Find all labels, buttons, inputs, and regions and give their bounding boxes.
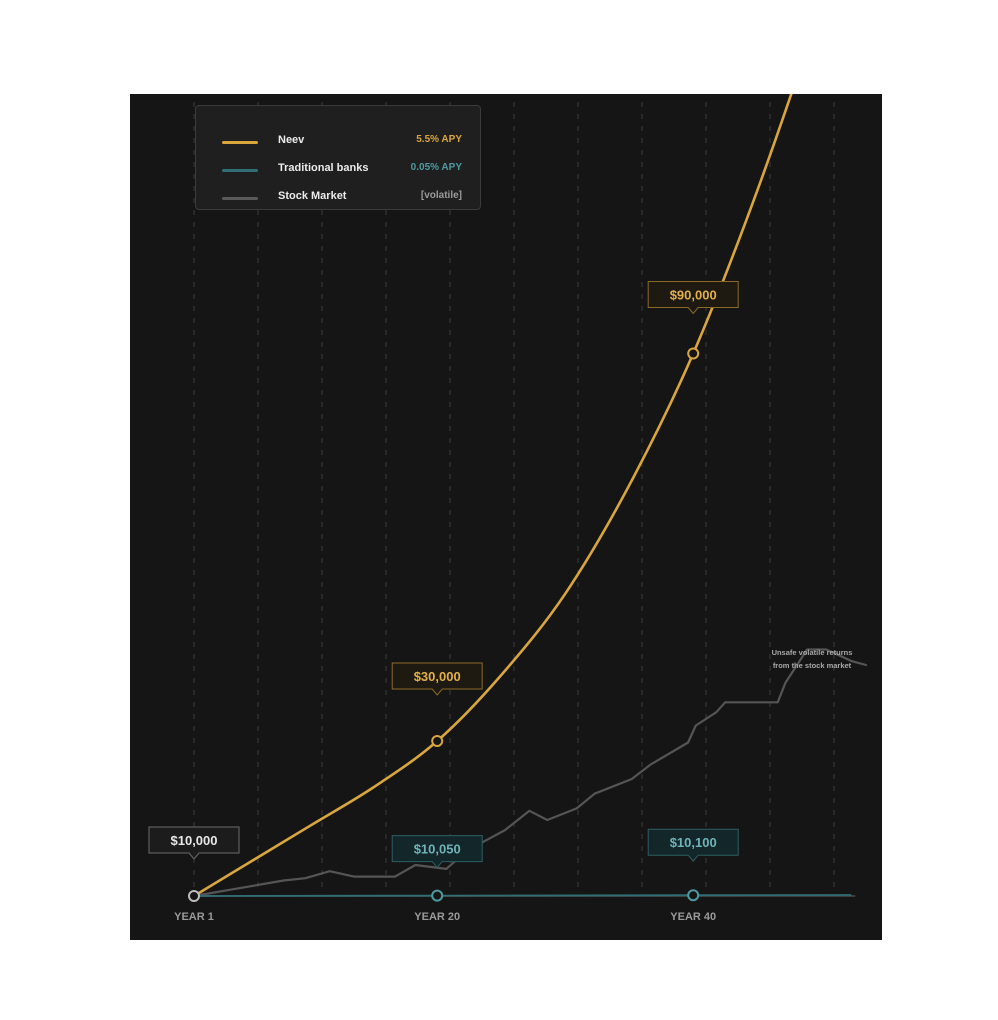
value-callout-box-30-000 (391, 662, 483, 696)
value-callout-box-90-000 (647, 281, 739, 315)
x-tick-label-year-1: YEAR 1 (174, 911, 214, 923)
legend-label-neev: Neev (278, 134, 305, 146)
legend-rate-neev: 5.5% APY (416, 134, 462, 145)
value-callout-label-10-100: $10,100 (670, 835, 717, 850)
legend-swatch-traditional-banks (222, 169, 258, 172)
value-marker-90-000 (687, 347, 700, 360)
x-tick-label-year-20: YEAR 20 (414, 911, 460, 923)
value-marker-30-000 (431, 735, 444, 747)
value-callout-label-30-000: $30,000 (414, 669, 461, 684)
legend-item-traditional-banks: Traditional banks 0.05% APY (196, 160, 480, 180)
annotation-line-1: Unsafe volatile returns (771, 648, 853, 657)
chart-legend: Neev 5.5% APY Traditional banks 0.05% AP… (195, 105, 481, 210)
legend-swatch-stock-market (222, 197, 258, 200)
growth-chart-panel: $30,000 $90,000 $10,050 $10,100 $10,000 YEAR… (130, 94, 882, 940)
legend-label-traditional-banks: Traditional banks (278, 162, 369, 174)
legend-rate-stock-market: [volatile] (420, 190, 462, 201)
value-callout-box-10-050 (391, 835, 483, 869)
series-lines (192, 94, 868, 898)
series-line-neev (192, 94, 793, 898)
x-axis-ticks: YEAR 1 YEAR 20 YEAR 40 (174, 911, 716, 923)
value-marker-10-050 (431, 889, 444, 902)
legend-label-stock-market: Stock Market (278, 190, 347, 202)
value-marker-10-000 (188, 890, 200, 902)
value-callout-label-10-050: $10,050 (414, 842, 461, 857)
value-callout-box-10-100 (647, 828, 739, 863)
grid-lines (193, 102, 835, 889)
value-callout-label-10-000: $10,000 (171, 833, 218, 848)
legend-rate-traditional-banks: 0.05% APY (410, 162, 462, 173)
value-callout-label-90-000: $90,000 (670, 288, 717, 303)
stock-market-annotation: Unsafe volatile returns from the stock m… (742, 646, 882, 672)
series-line-stock-market (192, 648, 868, 898)
value-callout-box-10-000 (148, 826, 240, 860)
legend-swatch-neev (222, 141, 258, 144)
legend-item-stock-market: Stock Market [volatile] (196, 188, 480, 208)
value-marker-10-100 (687, 889, 700, 902)
series-line-traditional-banks (193, 894, 852, 897)
legend-item-neev: Neev 5.5% APY (196, 132, 480, 152)
annotation-line-2: from the stock market (772, 661, 852, 670)
x-tick-label-year-40: YEAR 40 (670, 911, 716, 923)
series-markers: $30,000 $90,000 $10,050 $10,100 $10,000 (148, 281, 739, 902)
growth-chart: $30,000 $90,000 $10,050 $10,100 $10,000 YEAR… (148, 94, 868, 923)
